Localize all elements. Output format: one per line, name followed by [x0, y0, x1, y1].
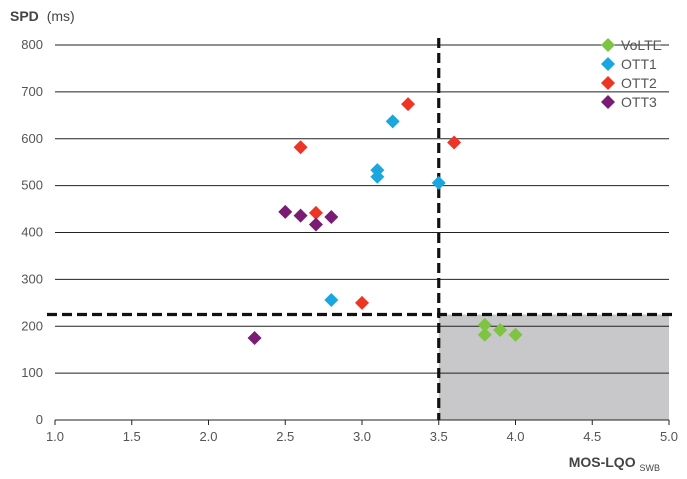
- x-tick-label: 3.0: [353, 429, 371, 444]
- y-tick-label: 200: [21, 318, 43, 333]
- data-point-ott3: [308, 217, 323, 232]
- data-point-ott2: [308, 205, 323, 220]
- legend-marker-volte: [601, 38, 615, 52]
- data-point-ott2: [293, 140, 308, 155]
- data-point-ott2: [355, 295, 369, 310]
- data-point-ott3: [293, 208, 308, 223]
- y-tick-label: 300: [21, 271, 43, 286]
- legend-label-volte: VoLTE: [621, 37, 662, 53]
- legend-marker-ott2: [601, 76, 615, 90]
- shaded-target-region: [438, 314, 669, 420]
- y-tick-label: 500: [21, 178, 43, 193]
- x-tick-label: 1.5: [123, 429, 141, 444]
- x-tick-label: 2.5: [276, 429, 294, 444]
- data-point-ott3: [278, 204, 293, 219]
- data-point-ott2: [447, 135, 462, 150]
- data-point-ott1: [324, 293, 339, 307]
- x-tick-label: 3.5: [430, 429, 448, 444]
- x-tick-label: 4.5: [583, 429, 601, 444]
- data-point-ott1: [370, 169, 385, 184]
- y-tick-label: 100: [21, 365, 43, 380]
- data-point-ott2: [401, 97, 416, 112]
- y-tick-label: 400: [21, 225, 43, 240]
- x-axis-title: MOS-LQO SWB: [569, 454, 660, 473]
- legend-label-ott1: OTT1: [621, 56, 657, 72]
- y-tick-label: 800: [21, 37, 43, 52]
- x-tick-label: 2.0: [199, 429, 217, 444]
- data-point-ott1: [431, 175, 446, 190]
- x-axis-title-main: MOS-LQO: [569, 454, 636, 470]
- x-tick-label: 4.0: [506, 429, 524, 444]
- y-axis-title-main: SPD: [10, 8, 39, 24]
- data-point-volte: [477, 327, 492, 342]
- y-tick-label: 600: [21, 131, 43, 146]
- x-tick-label: 5.0: [660, 429, 678, 444]
- data-point-volte: [493, 323, 508, 337]
- y-axis-title-unit: (ms): [47, 8, 75, 24]
- y-tick-label: 0: [36, 412, 43, 427]
- data-point-volte: [477, 317, 492, 332]
- data-point-volte: [508, 327, 523, 342]
- x-tick-label: 1.0: [46, 429, 64, 444]
- legend-label-ott3: OTT3: [621, 94, 657, 110]
- legend-marker-ott1: [601, 57, 615, 71]
- y-tick-label: 700: [21, 84, 43, 99]
- legend-marker-ott3: [601, 95, 615, 109]
- y-axis-title: SPD (ms): [10, 8, 75, 24]
- legend-label-ott2: OTT2: [621, 75, 657, 91]
- data-point-ott3: [324, 210, 339, 225]
- data-point-ott3: [247, 330, 262, 345]
- data-point-ott1: [385, 114, 400, 129]
- x-axis-title-subscript: SWB: [639, 463, 660, 473]
